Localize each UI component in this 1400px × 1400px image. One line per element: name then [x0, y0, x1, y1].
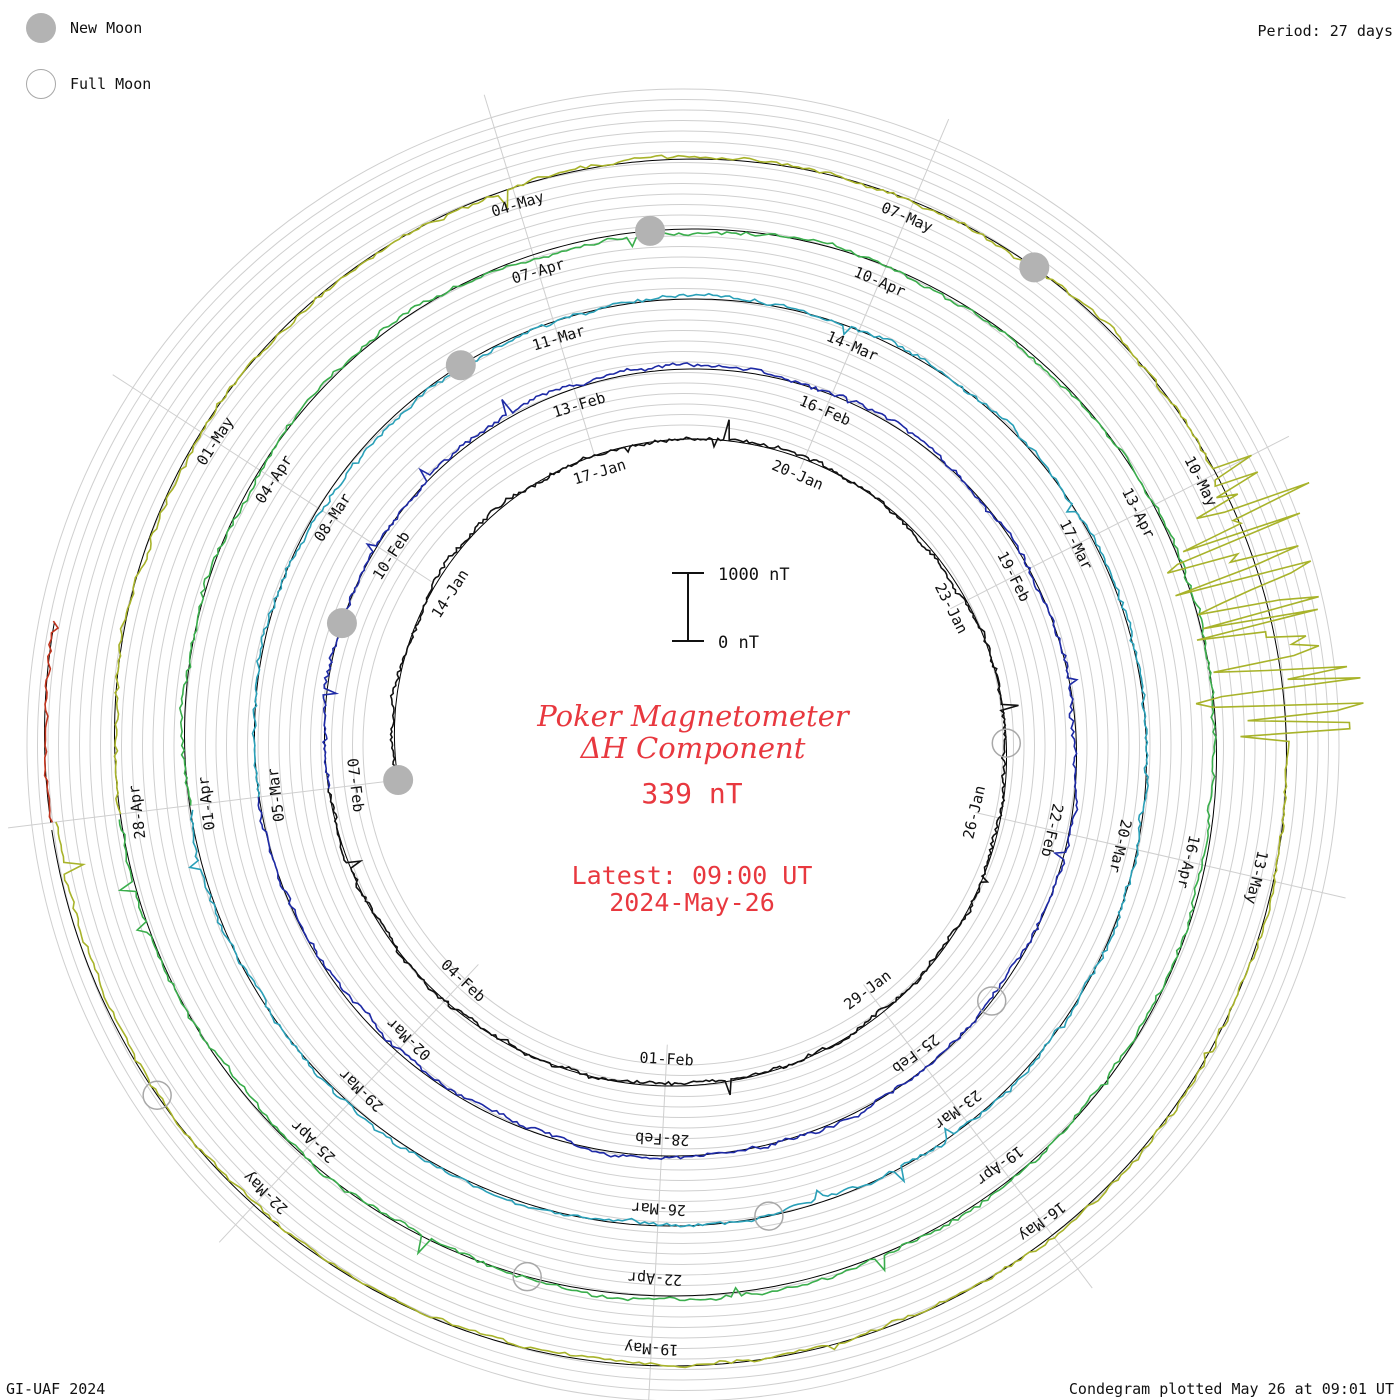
spoke-line [799, 118, 950, 470]
full-moon-marker [142, 1080, 172, 1111]
grid-ring [58, 120, 1308, 1370]
date-label: 01-Feb [639, 1049, 694, 1070]
moon-markers [142, 215, 1050, 1292]
grid-ring [26, 88, 1340, 1400]
grid-ring [320, 382, 1046, 1108]
date-label: 23-Jan [931, 580, 972, 636]
grid-ring [68, 130, 1298, 1360]
grid-ring [257, 319, 1109, 1171]
new-moon-marker [326, 608, 357, 639]
new-moon-marker [635, 215, 666, 246]
spoke-line [648, 1044, 668, 1400]
grid-ring [89, 151, 1277, 1339]
grid-ring [331, 393, 1035, 1097]
full-moon-marker [976, 986, 1007, 1016]
latest-date: 2024-May-26 [609, 888, 775, 917]
grid-ring [278, 340, 1088, 1150]
new-moon-marker [383, 764, 414, 795]
chart-subtitle: ΔH Component [580, 731, 806, 765]
date-label: 29-Mar [335, 1065, 387, 1115]
date-label: 14-Jan [428, 566, 473, 621]
series-trace-Jan [327, 419, 1019, 1096]
date-label: 28-Feb [635, 1128, 690, 1149]
grid-ring [173, 235, 1193, 1255]
grid-ring [352, 414, 1014, 1076]
series-layer [43, 154, 1364, 1369]
full-moon-marker [754, 1201, 784, 1231]
new-moon-icon [26, 13, 56, 43]
spoke-line [8, 781, 386, 829]
scale-top-label: 1000 nT [718, 565, 790, 585]
grid-ring [362, 424, 1004, 1066]
footer-plot-time: Condegram plotted May 26 at 09:01 UT [1068, 1380, 1394, 1398]
full-moon-marker [512, 1261, 542, 1292]
scale-bottom-label: 0 nT [718, 633, 759, 653]
date-label: 05-Mar [264, 767, 288, 823]
date-label: 26-Mar [631, 1198, 686, 1219]
grid-ring [121, 183, 1245, 1307]
series-trace-May [43, 620, 60, 823]
grid-ring [194, 256, 1172, 1234]
date-label: 20-Jan [769, 456, 826, 494]
spoke-line [950, 435, 1290, 610]
date-label: 23-Mar [931, 1086, 985, 1133]
full-moon-label: Full Moon [70, 75, 152, 93]
grid-ring [268, 330, 1098, 1160]
date-label: 22-Apr [628, 1268, 683, 1289]
new-moon-marker [445, 350, 476, 381]
date-label: 20-Mar [1106, 818, 1136, 875]
scale-bar: 1000 nT 0 nT [672, 565, 790, 653]
date-label: 26-Jan [959, 784, 989, 841]
date-label: 04-Feb [437, 956, 489, 1006]
full-moon-icon [26, 69, 56, 99]
date-label: 08-Mar [310, 490, 355, 545]
full-moon-marker [991, 728, 1022, 758]
new-moon-label: New Moon [70, 19, 143, 37]
grid-ring [226, 288, 1140, 1202]
spoke-line [483, 94, 596, 459]
grid-ring [299, 361, 1067, 1129]
grid-ring [205, 267, 1161, 1223]
grid-ring [100, 162, 1266, 1328]
series-trace-Feb [257, 362, 1079, 1161]
date-label: 10-Apr [851, 263, 908, 301]
date-label: 19-Feb [993, 548, 1034, 604]
grid-ring [152, 214, 1214, 1276]
date-label: 19-May [624, 1338, 679, 1359]
grid-ring [37, 99, 1329, 1391]
series-trace-Apr-a [117, 231, 1217, 1302]
date-label: 10-Feb [369, 528, 414, 583]
baseline-Mar [189, 298, 1147, 1227]
footer-credit: GI-UAF 2024 [6, 1380, 106, 1398]
period-label: Period: 27 days [1257, 22, 1393, 40]
grid-ring [47, 109, 1319, 1381]
spoke-line [112, 374, 432, 583]
grid-ring [310, 372, 1056, 1118]
chart-title: Poker Magnetometer [536, 699, 851, 733]
baseline-Apr-b [51, 158, 1288, 1367]
grid-ring [215, 277, 1151, 1213]
latest-time: Latest: 09:00 UT [572, 861, 813, 890]
current-value: 339 nT [641, 777, 742, 810]
legend-new-moon: New Moon [26, 13, 142, 43]
grid-ring [163, 225, 1203, 1265]
date-label: 17-Mar [1056, 516, 1097, 572]
legend-full-moon: Full Moon [26, 69, 151, 99]
grid-ring [142, 204, 1224, 1286]
spoke-line [975, 811, 1346, 899]
grid-ring [110, 172, 1256, 1318]
grid-ring [247, 309, 1119, 1181]
date-label: 01-May [193, 414, 238, 469]
date-label: 01-Apr [194, 775, 218, 831]
series-trace-Mar [187, 292, 1149, 1228]
series-trace-Apr-b [55, 154, 1364, 1369]
new-moon-marker [1019, 252, 1050, 283]
